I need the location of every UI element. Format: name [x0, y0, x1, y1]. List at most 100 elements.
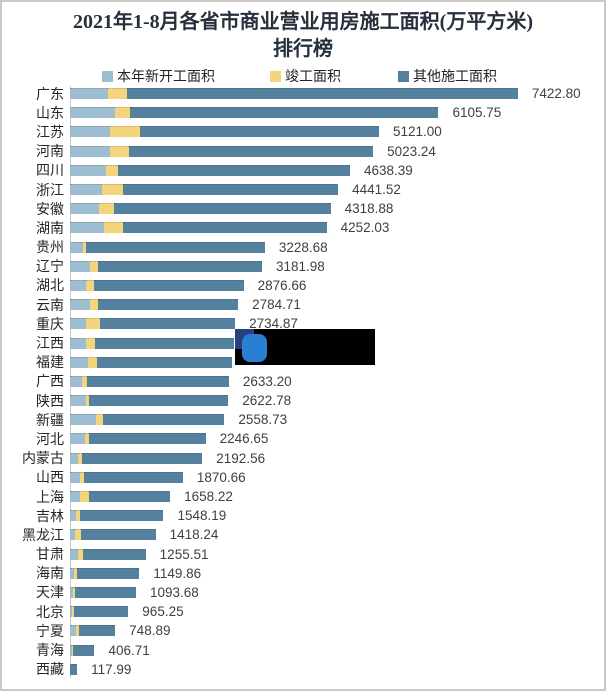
- province-label: 海南: [36, 565, 64, 582]
- bar-segment-other: [102, 414, 225, 426]
- bar-segment-new-start: [70, 433, 85, 445]
- legend-item-new-start: 本年新开工面积: [102, 66, 215, 86]
- bar-row: 内蒙古 2192.56: [2, 449, 604, 468]
- bar-segment-other: [89, 433, 206, 445]
- bar-segment-other: [84, 471, 183, 483]
- bar-segment-other: [76, 567, 140, 579]
- province-label: 浙江: [36, 181, 64, 198]
- bar-segment-new-start: [70, 164, 107, 176]
- bar-segment-completed: [82, 375, 87, 387]
- stacked-bar: [70, 414, 225, 426]
- province-label: 江西: [36, 335, 64, 352]
- province-label: 广东: [36, 85, 64, 102]
- province-label: 天津: [36, 584, 64, 601]
- province-label: 重庆: [36, 315, 64, 332]
- bar-segment-completed: [110, 126, 141, 138]
- bar-row: 山西 1870.66: [2, 468, 604, 487]
- bar-segment-new-start: [70, 586, 73, 598]
- bar-segment-other: [86, 375, 229, 387]
- stacked-bar: [70, 644, 95, 656]
- bar-segment-other: [94, 279, 244, 291]
- stacked-bar: [70, 433, 206, 445]
- value-label: 7422.80: [531, 86, 581, 102]
- bar-segment-other: [114, 203, 331, 215]
- stacked-bar: [70, 145, 374, 157]
- value-label: 2622.78: [242, 393, 292, 409]
- value-label: 1870.66: [196, 469, 246, 485]
- bar-segment-new-start: [70, 107, 116, 119]
- bar-segment-other: [123, 184, 339, 196]
- bar-row: 青海 406.71: [2, 640, 604, 659]
- bar-row: 贵州 3228.68: [2, 238, 604, 257]
- bar-segment-new-start: [70, 203, 100, 215]
- province-label: 湖南: [36, 219, 64, 236]
- province-label: 辽宁: [36, 258, 64, 275]
- bar-segment-completed: [95, 414, 103, 426]
- bar-segment-new-start: [70, 299, 90, 311]
- bar-segment-completed: [77, 548, 83, 560]
- bar-segment-new-start: [70, 625, 76, 637]
- bar-segment-completed: [108, 88, 127, 100]
- bar-segment-other: [94, 337, 235, 349]
- bar-segment-completed: [86, 318, 101, 330]
- stacked-bar: [70, 452, 203, 464]
- bar-segment-other: [97, 260, 262, 272]
- value-label: 1149.86: [153, 565, 202, 581]
- stacked-bar: [70, 625, 116, 637]
- bar-segment-new-start: [70, 184, 102, 196]
- legend-swatch-icon: [102, 70, 113, 82]
- legend-swatch-icon: [270, 70, 281, 82]
- legend-item-other: 其他施工面积: [398, 66, 497, 86]
- stacked-bar: [70, 107, 439, 119]
- value-label: 1418.24: [169, 527, 219, 543]
- value-label: 4318.88: [344, 201, 394, 217]
- legend-swatch-icon: [398, 70, 409, 82]
- bar-segment-new-start: [70, 375, 83, 387]
- bar-segment-completed: [86, 279, 95, 291]
- bar-row: 黑龙江 1418.24: [2, 525, 604, 544]
- bar-row: 四川 4638.39: [2, 161, 604, 180]
- province-label: 安徽: [36, 200, 64, 217]
- bar-segment-new-start: [70, 88, 108, 100]
- chart-title-line1: 2021年1-8月各省市商业营业用房施工面积(万平方米): [73, 11, 533, 33]
- bar-segment-completed: [76, 510, 81, 522]
- bar-row: 新疆 2558.73: [2, 410, 604, 429]
- province-label: 上海: [36, 488, 64, 505]
- bar-segment-new-start: [70, 452, 78, 464]
- legend-label: 其他施工面积: [413, 68, 497, 84]
- bar-row: 辽宁 3181.98: [2, 257, 604, 276]
- redaction-black-box: [235, 329, 375, 365]
- bar-row: 浙江 4441.52: [2, 180, 604, 199]
- value-label: 748.89: [129, 623, 171, 639]
- stacked-bar: [70, 510, 164, 522]
- province-label: 黑龙江: [22, 526, 64, 543]
- stacked-bar: [70, 184, 339, 196]
- bar-row: 湖北 2876.66: [2, 276, 604, 295]
- value-label: 2633.20: [242, 373, 292, 389]
- bar-row: 江西: [2, 333, 604, 352]
- bar-segment-new-start: [70, 644, 73, 656]
- bar-segment-completed: [73, 586, 76, 598]
- bar-segment-completed: [85, 395, 89, 407]
- province-label: 贵州: [36, 239, 64, 256]
- value-label: 2246.65: [219, 431, 269, 447]
- province-label: 云南: [36, 296, 64, 313]
- province-label: 西藏: [36, 661, 64, 678]
- bar-segment-completed: [115, 107, 130, 119]
- bar-row: 甘肃 1255.51: [2, 545, 604, 564]
- bar-segment-completed: [103, 222, 123, 234]
- province-label: 山西: [36, 469, 64, 486]
- stacked-bar: [70, 88, 518, 100]
- value-label: 2876.66: [257, 277, 307, 293]
- bar-segment-new-start: [70, 260, 91, 272]
- stacked-bar: [70, 126, 379, 138]
- chart-title-line2: 排行榜: [273, 38, 333, 60]
- province-label: 四川: [36, 162, 64, 179]
- province-label: 江苏: [36, 123, 64, 140]
- bar-segment-new-start: [70, 356, 88, 368]
- bar-segment-new-start: [70, 241, 83, 253]
- bar-row: 湖南 4252.03: [2, 218, 604, 237]
- value-label: 1093.68: [149, 584, 199, 600]
- stacked-bar: [70, 395, 229, 407]
- bar-segment-new-start: [70, 337, 87, 349]
